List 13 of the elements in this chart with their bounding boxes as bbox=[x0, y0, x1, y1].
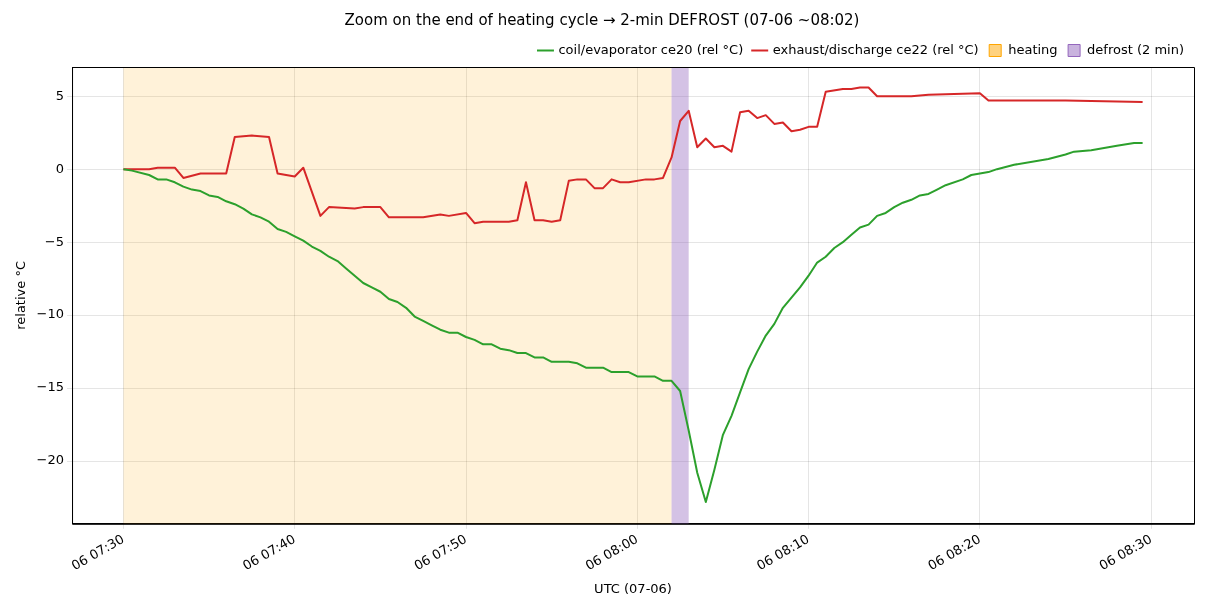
y-tick-label: −5 bbox=[44, 233, 65, 249]
y-tick-label: −10 bbox=[36, 306, 65, 322]
y-tick-label: −20 bbox=[36, 452, 65, 468]
y-tick-label: 0 bbox=[55, 160, 65, 176]
y-tick-label: −15 bbox=[36, 379, 65, 395]
y-axis-title: relative °C bbox=[13, 261, 29, 330]
legend-label: exhaust/discharge ce22 (rel °C) bbox=[772, 41, 979, 57]
x-axis-title: UTC (07-06) bbox=[594, 580, 672, 596]
y-tick-label: 5 bbox=[55, 87, 65, 103]
chart-title: Zoom on the end of heating cycle → 2-min DEFROST (07-06 ~08:02) bbox=[344, 10, 860, 29]
legend-label: coil/evaporator ce20 (rel °C) bbox=[558, 41, 744, 57]
legend-label: heating bbox=[1008, 41, 1058, 57]
legend-label: defrost (2 min) bbox=[1087, 41, 1184, 57]
